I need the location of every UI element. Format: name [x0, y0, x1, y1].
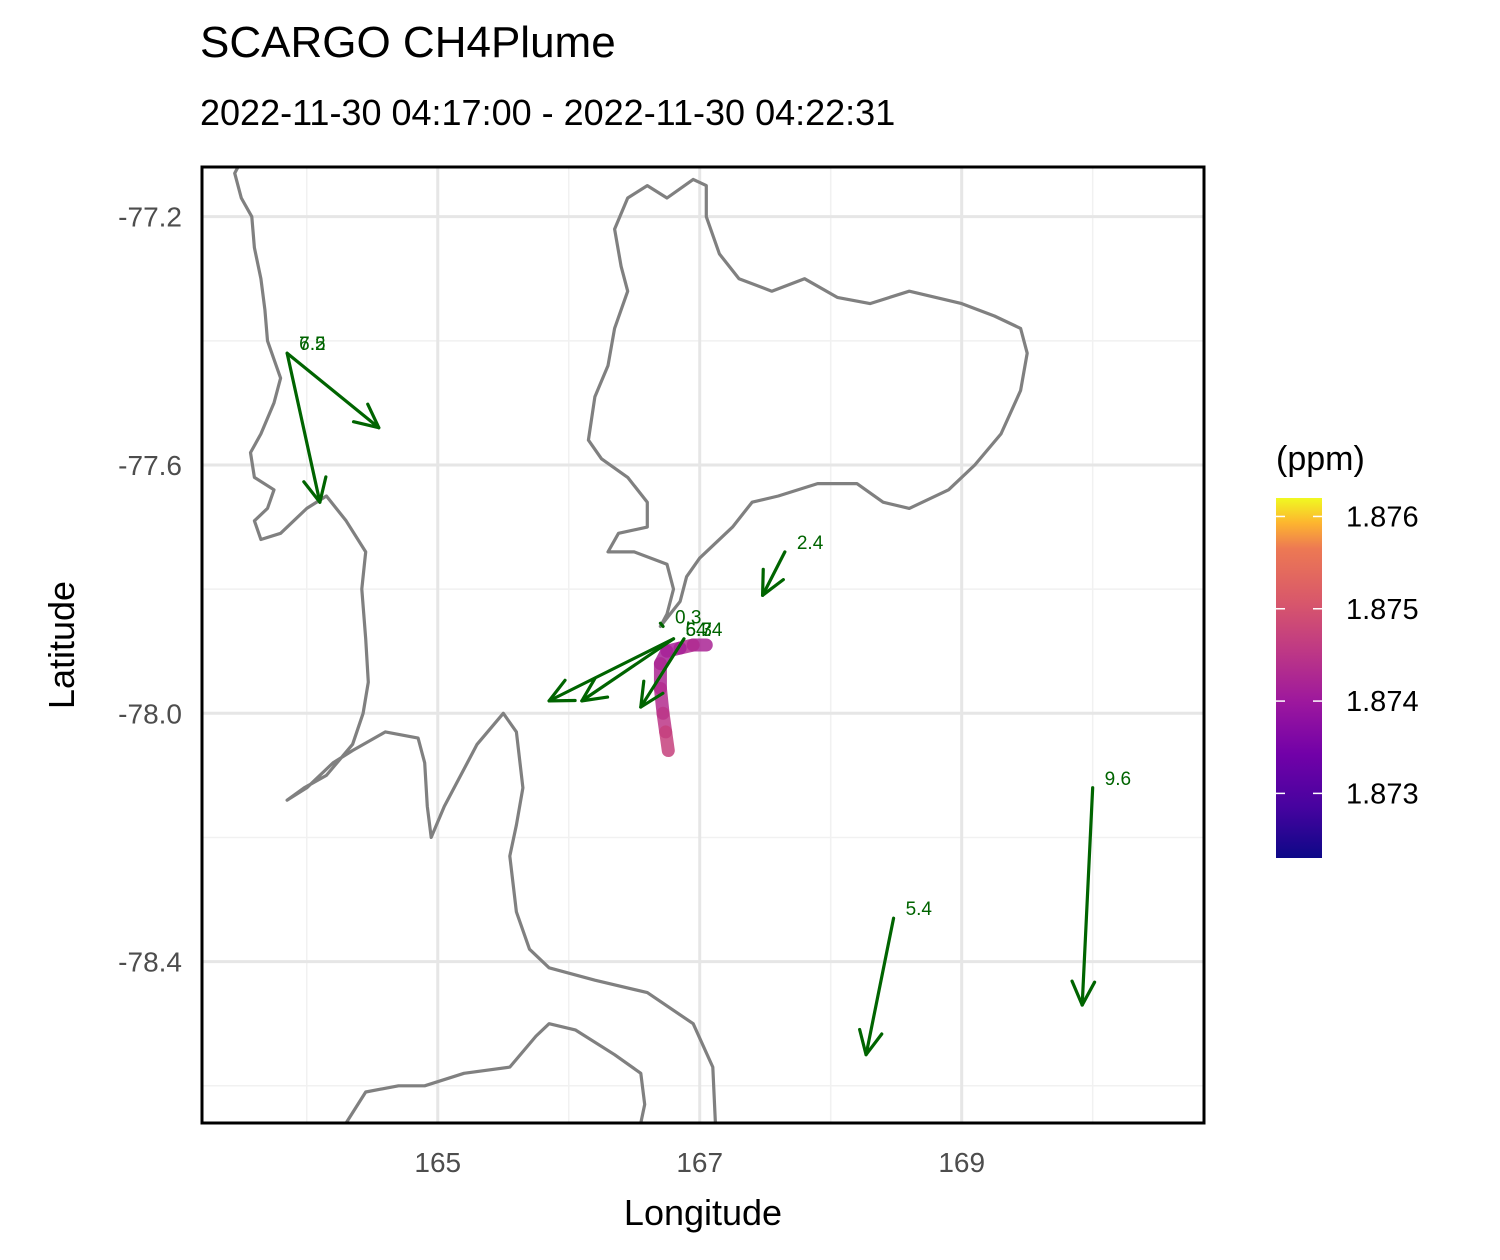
wind-arrow-shaft [580, 637, 676, 703]
wind-speed-label: 6.3 [686, 620, 712, 641]
wind-arrow-shaft [864, 916, 896, 1057]
x-axis-ticks: 165 167 169 [414, 1147, 985, 1178]
wind-arrow: 9.6 [1070, 769, 1131, 1007]
wind-arrow: 6.5 [285, 334, 328, 504]
plume-segment [659, 725, 675, 758]
plume-track [653, 638, 713, 758]
panel-border [200, 165, 1206, 1125]
legend-title: (ppm) [1276, 440, 1365, 478]
wind-arrow-head [302, 475, 328, 504]
wind-arrow-head [1070, 979, 1097, 1007]
x-tick-label: 167 [676, 1147, 723, 1178]
x-tick-label: 165 [414, 1147, 461, 1178]
wind-arrow-shaft [285, 351, 381, 430]
y-tick-label: -78.0 [118, 698, 182, 729]
wind-arrow: 0.3 [658, 607, 701, 628]
x-tick-label: 169 [938, 1147, 985, 1178]
colorbar [1276, 498, 1322, 858]
wind-arrow: 2.4 [760, 533, 824, 597]
y-tick-label: -77.2 [118, 202, 182, 233]
wind-arrow: 6.3 [580, 620, 712, 703]
wind-arrow-shaft [547, 637, 676, 703]
colorbar-legend: (ppm) 1.876 1.875 1.874 1.873 [1276, 440, 1419, 858]
legend-ticks: 1.876 1.875 1.874 1.873 [1276, 501, 1419, 810]
wind-arrow: 5.7 [547, 620, 712, 703]
wind-speed-label: 4.4 [696, 620, 723, 641]
wind-arrow-head [547, 678, 577, 703]
wind-speed-label: 7.2 [299, 334, 325, 355]
coastlines [233, 167, 1029, 1123]
coastline [233, 167, 717, 1123]
wind-arrow-shaft [658, 621, 665, 628]
wind-arrow: 7.2 [285, 334, 381, 430]
wind-speed-label: 6.5 [299, 334, 325, 355]
wind-arrow-head [580, 676, 610, 703]
wind-arrow-shaft [760, 550, 787, 597]
wind-arrow-head [760, 567, 785, 597]
wind-arrow-head [639, 679, 665, 709]
grid-lines [202, 167, 1204, 1123]
coastline [344, 1022, 647, 1123]
wind-speed-label: 9.6 [1105, 769, 1131, 790]
x-axis-title: Longitude [624, 1192, 782, 1233]
wind-arrow-shaft [1080, 786, 1095, 1007]
y-axis-ticks: -77.2 -77.6 -78.0 -78.4 [118, 202, 182, 978]
y-tick-label: -77.6 [118, 450, 182, 481]
legend-tick-label: 1.876 [1346, 501, 1419, 533]
wind-arrow-shaft [639, 637, 686, 709]
wind-arrow-head [351, 402, 381, 430]
legend-tick-label: 1.875 [1346, 594, 1419, 626]
y-axis-title: Latitude [41, 581, 82, 709]
wind-speed-label: 5.7 [686, 620, 712, 641]
wind-vectors: 7.26.5 0.35.76.34.4 2.4 9.6 5.4 [285, 334, 1131, 1057]
map-title: SCARGO CH4Plume [200, 18, 616, 67]
map-subtitle: 2022-11-30 04:17:00 - 2022-11-30 04:22:3… [200, 92, 896, 133]
wind-speed-label: 2.4 [797, 533, 824, 554]
wind-arrow-shaft [285, 351, 322, 504]
y-tick-label: -78.4 [118, 947, 182, 978]
wind-speed-label: 5.4 [906, 899, 933, 920]
coastline [586, 177, 1029, 628]
wind-arrow-head [858, 1027, 884, 1057]
wind-arrow: 4.4 [639, 620, 723, 709]
legend-tick-label: 1.874 [1346, 686, 1419, 718]
legend-tick-label: 1.873 [1346, 778, 1419, 810]
wind-speed-label: 0.3 [675, 607, 701, 628]
wind-arrow: 5.4 [858, 899, 933, 1057]
